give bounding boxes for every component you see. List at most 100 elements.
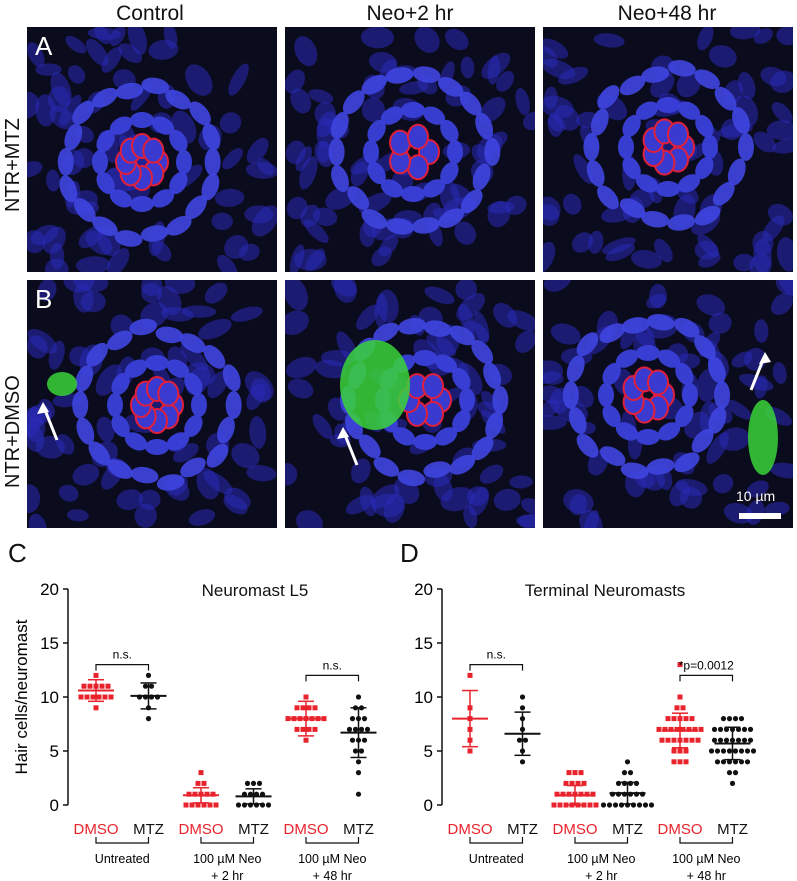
- data-point: [186, 791, 192, 797]
- data-point: [714, 748, 721, 754]
- data-point: [729, 780, 736, 786]
- data-point: [698, 726, 704, 732]
- panel-letter-b: B: [35, 284, 53, 314]
- group-label: 100 µM Neo: [193, 852, 261, 866]
- data-point: [741, 737, 748, 743]
- data-point: [467, 672, 473, 678]
- micrograph-mtz-neo2: [285, 27, 535, 272]
- data-point: [692, 726, 698, 732]
- data-point: [569, 780, 575, 786]
- data-point: [735, 737, 742, 743]
- data-point: [551, 802, 557, 808]
- data-point: [563, 780, 569, 786]
- group-label: 100 µM Neo: [567, 852, 635, 866]
- data-point: [621, 770, 628, 776]
- data-point: [148, 683, 155, 689]
- data-point: [566, 770, 572, 776]
- data-point: [744, 759, 751, 765]
- data-point: [627, 770, 634, 776]
- row-label-ntr-mtz: NTR+MTZ: [2, 118, 24, 212]
- data-point: [747, 737, 754, 743]
- data-point: [516, 737, 523, 743]
- data-point: [572, 770, 578, 776]
- data-point: [361, 716, 368, 722]
- data-point: [720, 759, 727, 765]
- y-tick-label: 10: [414, 688, 433, 707]
- data-point: [105, 683, 111, 689]
- data-point: [207, 802, 213, 808]
- group-bracket: [469, 837, 524, 844]
- data-point: [671, 759, 677, 765]
- data-point: [303, 694, 309, 700]
- data-point: [355, 694, 362, 700]
- data-point: [303, 737, 309, 743]
- arrow-icon: [37, 402, 59, 441]
- data-point: [677, 694, 683, 700]
- ntr-cell: [340, 340, 410, 430]
- data-point: [519, 694, 526, 700]
- ntr-cell: [47, 372, 77, 396]
- significance-bracket: [679, 674, 734, 682]
- data-point: [606, 802, 613, 808]
- y-tick-label: 15: [40, 634, 59, 653]
- data-point: [250, 780, 257, 786]
- arrow-icon: [337, 427, 359, 466]
- data-point: [142, 683, 149, 689]
- data-point: [192, 791, 198, 797]
- data-point: [689, 716, 695, 722]
- data-point: [695, 737, 701, 743]
- significance-label: *p=0.0012: [679, 658, 734, 672]
- data-point: [590, 791, 596, 797]
- data-point: [726, 748, 733, 754]
- data-point: [683, 759, 689, 765]
- neuromast-rosette: [72, 318, 242, 491]
- data-point: [683, 737, 689, 743]
- data-point: [557, 802, 563, 808]
- data-point: [352, 726, 359, 732]
- significance-bracket: [305, 674, 360, 682]
- group-label: + 48 hr: [687, 869, 726, 881]
- data-point: [102, 694, 108, 700]
- chart-title-l5: Neuromast L5: [201, 581, 309, 600]
- data-point: [584, 791, 590, 797]
- data-point: [93, 705, 99, 711]
- group-bracket: [200, 837, 255, 844]
- group-label: 100 µM Neo: [298, 852, 366, 866]
- column-header-neo-2hr: Neo+2 hr: [366, 2, 454, 25]
- data-point: [726, 759, 733, 765]
- data-point: [680, 726, 686, 732]
- data-point: [711, 737, 718, 743]
- cell-nuclei: [543, 27, 793, 272]
- data-point: [312, 726, 318, 732]
- data-point: [677, 748, 683, 754]
- hair-cells: [130, 376, 184, 434]
- panel-letter-d: D: [400, 538, 419, 568]
- data-point: [677, 759, 683, 765]
- scale-bar: [739, 513, 781, 519]
- column-header-neo-48hr: Neo+48 hr: [617, 2, 717, 25]
- data-point: [300, 705, 306, 711]
- data-point: [349, 737, 356, 743]
- data-point: [683, 748, 689, 754]
- data-point: [738, 759, 745, 765]
- data-point: [306, 726, 312, 732]
- data-point: [732, 759, 739, 765]
- data-point: [99, 683, 105, 689]
- data-point: [519, 705, 526, 711]
- panel-letter-a: A: [35, 31, 53, 61]
- data-point: [265, 802, 272, 808]
- significance-label: n.s.: [113, 648, 132, 662]
- y-tick-label: 5: [50, 742, 59, 761]
- data-point: [87, 683, 93, 689]
- data-point: [735, 726, 742, 732]
- y-axis-label: Hair cells/neuromast: [12, 619, 31, 774]
- data-point: [519, 759, 526, 765]
- data-point: [355, 759, 362, 765]
- data-point: [732, 748, 739, 754]
- x-category-label: MTZ: [717, 821, 748, 838]
- data-point: [642, 802, 649, 808]
- group-bracket: [574, 837, 629, 844]
- x-category-label: DMSO: [284, 821, 329, 838]
- panel-letter-c: C: [8, 538, 27, 568]
- data-point: [659, 737, 665, 743]
